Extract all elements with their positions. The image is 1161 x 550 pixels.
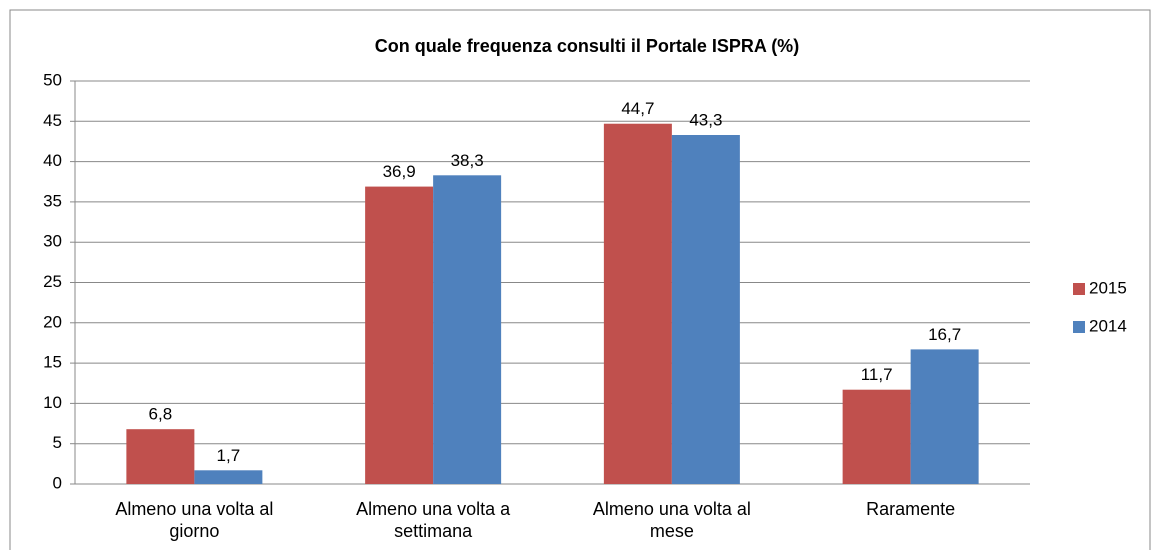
chart-border	[9, 9, 1151, 550]
y-tick-label: 10	[43, 393, 62, 412]
x-tick-label: Almeno una volta al giorno	[115, 499, 274, 541]
legend-label: 2015	[1089, 278, 1127, 297]
x-tick-label: Raramente	[866, 499, 956, 519]
data-label: 6,8	[149, 405, 173, 424]
y-tick-label: 20	[43, 312, 62, 331]
y-tick-label: 5	[53, 433, 62, 452]
data-label: 11,7	[861, 365, 893, 384]
y-tick-label: 50	[43, 70, 62, 89]
x-tick-label: Almeno una volta al mese	[592, 499, 751, 541]
bar	[365, 186, 434, 484]
bar	[842, 389, 911, 484]
chart-title: Con quale frequenza consulti il Portale …	[375, 36, 799, 56]
data-label: 44,7	[621, 99, 654, 118]
bar	[603, 123, 672, 484]
y-tick-label: 0	[53, 473, 62, 492]
legend-swatch	[1073, 283, 1085, 295]
legend-label: 2014	[1089, 316, 1127, 335]
x-tick-label: Almeno una volta a settimana	[356, 499, 511, 541]
bar	[126, 429, 195, 484]
legend-swatch	[1073, 321, 1085, 333]
y-tick-label: 15	[43, 353, 62, 372]
y-tick-label: 35	[43, 191, 62, 210]
bar	[910, 349, 979, 484]
data-label: 36,9	[383, 162, 416, 181]
data-label: 38,3	[451, 151, 484, 170]
y-tick-label: 45	[43, 111, 62, 130]
data-label: 1,7	[217, 446, 241, 465]
y-tick-label: 40	[43, 151, 62, 170]
data-label: 43,3	[689, 110, 722, 129]
bar	[194, 470, 263, 484]
bar	[433, 175, 502, 484]
y-tick-label: 25	[43, 272, 62, 291]
data-label: 16,7	[928, 325, 961, 344]
y-tick-label: 30	[43, 232, 62, 251]
bar	[671, 135, 740, 484]
